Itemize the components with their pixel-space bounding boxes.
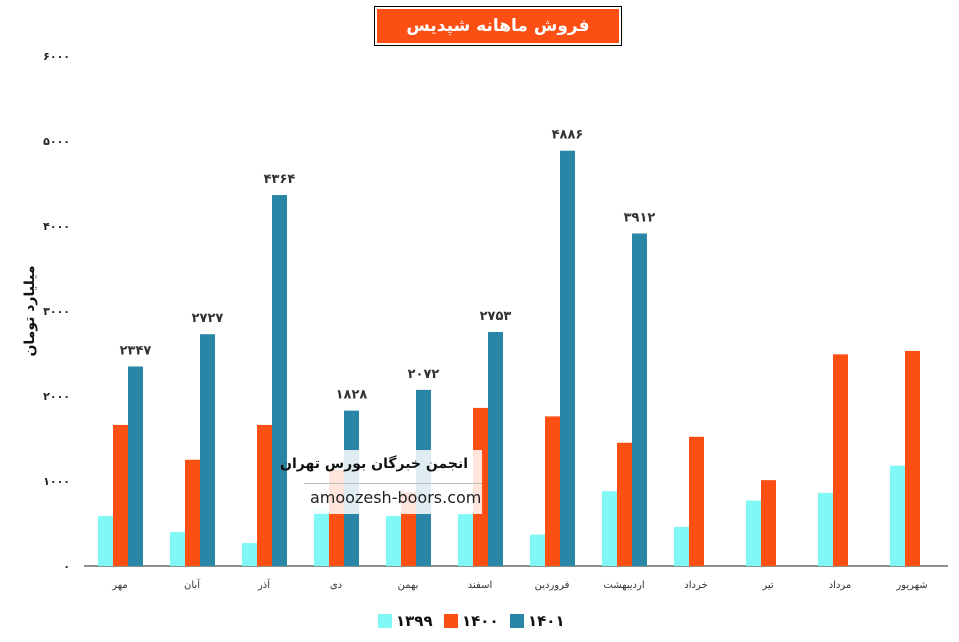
bar — [257, 424, 272, 566]
x-tick-label: مرداد — [829, 580, 852, 591]
bar — [128, 366, 143, 566]
bar — [761, 480, 776, 566]
data-label: ۱۸۲۸ — [336, 388, 368, 403]
legend-swatch — [378, 614, 392, 628]
bar — [272, 195, 287, 566]
bar — [488, 331, 503, 566]
bar — [113, 424, 128, 566]
data-label: ۴۸۸۶ — [552, 128, 584, 143]
bar — [674, 526, 689, 566]
data-label: ۲۳۴۷ — [120, 344, 152, 359]
x-tick-label: بهمن — [398, 580, 419, 591]
x-tick-label: اردیبهشت — [603, 580, 644, 591]
data-label: ۳۹۱۲ — [624, 210, 656, 225]
data-label: ۲۷۵۳ — [480, 309, 512, 324]
bar — [170, 532, 185, 566]
x-tick-label: دی — [330, 580, 342, 591]
legend-label: ۱۴۰۱ — [528, 612, 565, 630]
x-tick-label: فروردین — [535, 580, 570, 591]
x-tick-label: اسفند — [468, 580, 492, 591]
bar — [833, 354, 848, 566]
chart-title: فروش ماهانه شپدیس — [406, 16, 590, 36]
legend-label: ۱۴۰۰ — [462, 612, 499, 630]
x-tick-label: آذر — [257, 578, 271, 591]
bar — [905, 350, 920, 566]
bar — [545, 416, 560, 566]
bar — [560, 150, 575, 566]
bar — [386, 515, 401, 566]
x-tick-label: خرداد — [684, 580, 707, 591]
legend-swatch — [444, 614, 458, 628]
legend-item: ۱۳۹۹ — [378, 612, 433, 630]
x-tick-label: تیر — [761, 580, 774, 591]
legend-label: ۱۳۹۹ — [396, 612, 433, 630]
bar — [890, 465, 905, 566]
y-tick-label: ۲۰۰۰ — [43, 390, 70, 403]
watermark-url: amoozesh-boors.com — [310, 488, 482, 507]
bar — [746, 500, 761, 566]
y-tick-label: ۴۰۰۰ — [43, 220, 70, 233]
bar — [314, 509, 329, 566]
bar — [185, 459, 200, 566]
data-label: ۲۰۷۲ — [408, 367, 440, 382]
x-tick-label: شهریور — [895, 580, 927, 591]
bar — [530, 534, 545, 566]
data-label: ۲۷۲۷ — [192, 311, 224, 326]
y-tick-label: ۱۰۰۰ — [43, 475, 70, 488]
bar — [242, 543, 257, 566]
x-tick-label: آبان — [184, 578, 201, 591]
legend-swatch — [510, 614, 524, 628]
legend-item: ۱۴۰۱ — [510, 612, 565, 630]
bar — [98, 515, 113, 566]
watermark: انجمن خبرگان بورس تهران amoozesh-boors.c… — [280, 450, 482, 514]
data-label: ۴۳۶۴ — [264, 172, 296, 187]
y-tick-label: ۵۰۰۰ — [43, 135, 70, 148]
chart-title-box: فروش ماهانه شپدیس — [374, 6, 622, 46]
bar — [617, 442, 632, 566]
y-tick-label: ۳۰۰۰ — [43, 305, 70, 318]
bar — [632, 233, 647, 567]
bar — [818, 492, 833, 566]
legend-item: ۱۴۰۰ — [444, 612, 499, 630]
bar — [689, 436, 704, 566]
bar — [200, 334, 215, 566]
watermark-title: انجمن خبرگان بورس تهران — [280, 456, 468, 472]
bar — [602, 491, 617, 566]
x-tick-label: مهر — [111, 580, 127, 591]
watermark-divider — [304, 483, 482, 484]
bar — [458, 514, 473, 566]
y-tick-label: ۶۰۰۰ — [43, 50, 70, 63]
y-tick-label: ۰ — [63, 560, 70, 573]
